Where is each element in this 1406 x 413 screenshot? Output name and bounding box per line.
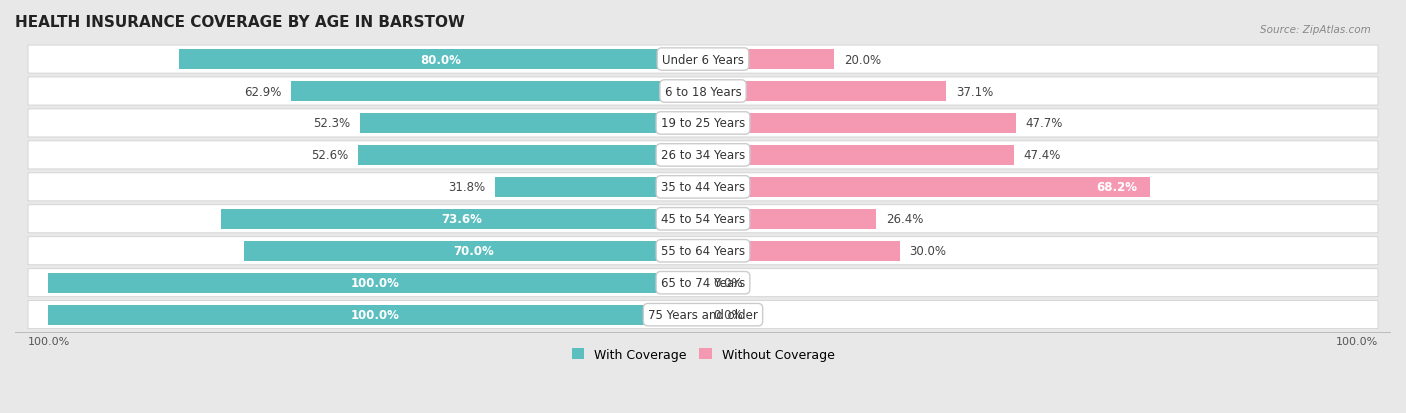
Bar <box>703 114 1015 133</box>
Bar <box>48 305 703 325</box>
Text: 68.2%: 68.2% <box>1095 181 1137 194</box>
Text: 26 to 34 Years: 26 to 34 Years <box>661 149 745 162</box>
Bar <box>703 82 946 102</box>
FancyBboxPatch shape <box>28 78 1378 106</box>
FancyBboxPatch shape <box>28 46 1378 74</box>
Text: 70.0%: 70.0% <box>453 244 494 258</box>
Bar <box>703 146 1014 166</box>
Text: 31.8%: 31.8% <box>447 181 485 194</box>
FancyBboxPatch shape <box>28 110 1378 138</box>
Text: 52.3%: 52.3% <box>314 117 350 130</box>
Bar <box>245 241 703 261</box>
Text: 0.0%: 0.0% <box>713 309 742 321</box>
Text: 65 to 74 Years: 65 to 74 Years <box>661 277 745 290</box>
Text: 6 to 18 Years: 6 to 18 Years <box>665 85 741 98</box>
Text: 35 to 44 Years: 35 to 44 Years <box>661 181 745 194</box>
Bar <box>703 241 900 261</box>
Bar <box>48 273 703 293</box>
Text: HEALTH INSURANCE COVERAGE BY AGE IN BARSTOW: HEALTH INSURANCE COVERAGE BY AGE IN BARS… <box>15 15 465 30</box>
Text: Source: ZipAtlas.com: Source: ZipAtlas.com <box>1260 25 1371 35</box>
Text: 20.0%: 20.0% <box>844 53 882 66</box>
Text: 45 to 54 Years: 45 to 54 Years <box>661 213 745 226</box>
Text: 100.0%: 100.0% <box>28 337 70 347</box>
Bar <box>703 50 834 70</box>
FancyBboxPatch shape <box>28 142 1378 169</box>
Text: 47.4%: 47.4% <box>1024 149 1060 162</box>
Text: 0.0%: 0.0% <box>713 277 742 290</box>
FancyBboxPatch shape <box>28 173 1378 202</box>
Bar <box>703 178 1150 197</box>
Text: 80.0%: 80.0% <box>420 53 461 66</box>
Text: 30.0%: 30.0% <box>910 244 946 258</box>
FancyBboxPatch shape <box>28 269 1378 297</box>
Text: 62.9%: 62.9% <box>243 85 281 98</box>
Text: 100.0%: 100.0% <box>352 309 399 321</box>
Bar <box>360 114 703 133</box>
Text: 26.4%: 26.4% <box>886 213 924 226</box>
Bar <box>359 146 703 166</box>
Text: 37.1%: 37.1% <box>956 85 993 98</box>
Text: 52.6%: 52.6% <box>311 149 349 162</box>
Bar <box>291 82 703 102</box>
Bar <box>703 209 876 229</box>
FancyBboxPatch shape <box>28 301 1378 329</box>
Text: 19 to 25 Years: 19 to 25 Years <box>661 117 745 130</box>
Text: 100.0%: 100.0% <box>1336 337 1378 347</box>
FancyBboxPatch shape <box>28 237 1378 265</box>
FancyBboxPatch shape <box>28 205 1378 233</box>
Bar <box>221 209 703 229</box>
Text: 73.6%: 73.6% <box>441 213 482 226</box>
Bar <box>179 50 703 70</box>
Text: 55 to 64 Years: 55 to 64 Years <box>661 244 745 258</box>
Text: 100.0%: 100.0% <box>352 277 399 290</box>
Legend: With Coverage, Without Coverage: With Coverage, Without Coverage <box>567 343 839 366</box>
Bar <box>495 178 703 197</box>
Text: 75 Years and older: 75 Years and older <box>648 309 758 321</box>
Text: Under 6 Years: Under 6 Years <box>662 53 744 66</box>
Text: 47.7%: 47.7% <box>1025 117 1063 130</box>
